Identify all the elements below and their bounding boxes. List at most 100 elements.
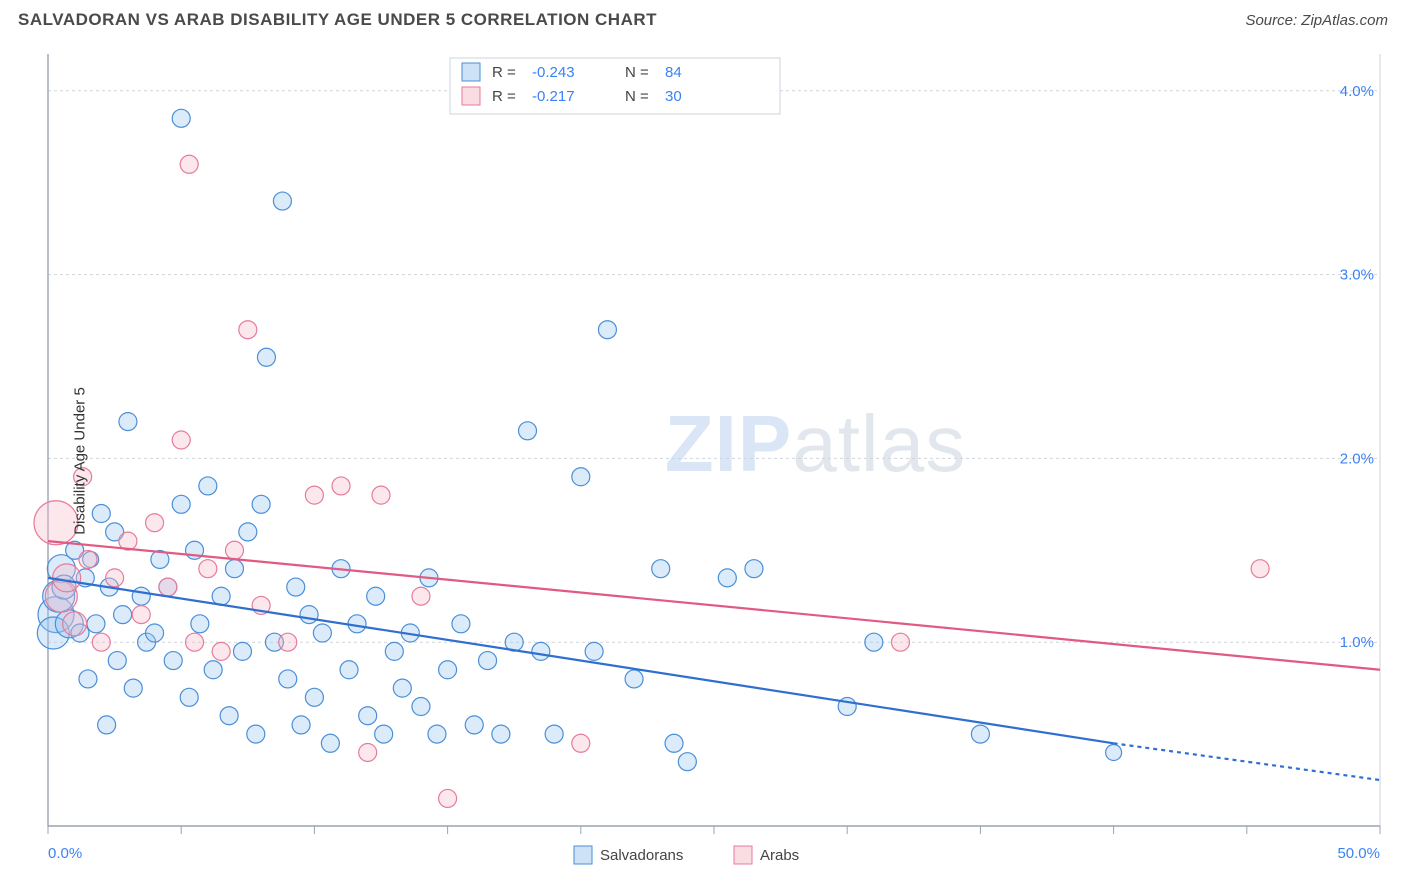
svg-text:30: 30	[665, 88, 682, 105]
data-point	[279, 633, 297, 651]
data-point	[124, 679, 142, 697]
data-point	[321, 734, 339, 752]
data-point	[865, 633, 883, 651]
svg-text:N =: N =	[625, 64, 649, 81]
scatter-chart: 0.0%50.0%1.0%2.0%3.0%4.0%R =-0.243N =84R…	[0, 36, 1406, 886]
data-point	[186, 633, 204, 651]
data-point	[106, 569, 124, 587]
data-point	[63, 612, 87, 636]
data-point	[439, 661, 457, 679]
data-point	[359, 743, 377, 761]
data-point	[572, 468, 590, 486]
data-point	[132, 606, 150, 624]
data-point	[545, 725, 563, 743]
data-point	[225, 541, 243, 559]
legend-swatch	[734, 846, 752, 864]
data-point	[1106, 744, 1122, 760]
data-point	[92, 505, 110, 523]
data-point	[412, 698, 430, 716]
data-point	[257, 348, 275, 366]
svg-text:1.0%: 1.0%	[1340, 634, 1374, 651]
y-axis-label: Disability Age Under 5	[71, 387, 88, 535]
data-point	[745, 560, 763, 578]
data-point	[393, 679, 411, 697]
svg-text:R =: R =	[492, 64, 516, 81]
data-point	[359, 707, 377, 725]
trend-line-extrapolated	[1114, 743, 1380, 780]
data-point	[252, 495, 270, 513]
source-label: Source: ZipAtlas.com	[1245, 12, 1388, 29]
data-point	[239, 321, 257, 339]
data-point	[598, 321, 616, 339]
data-point	[412, 587, 430, 605]
legend-label: Salvadorans	[600, 847, 683, 864]
data-point	[239, 523, 257, 541]
data-point	[119, 413, 137, 431]
data-point	[678, 753, 696, 771]
data-point	[108, 652, 126, 670]
data-point	[305, 486, 323, 504]
data-point	[199, 477, 217, 495]
data-point	[372, 486, 390, 504]
data-point	[519, 422, 537, 440]
data-point	[332, 477, 350, 495]
data-point	[273, 192, 291, 210]
data-point	[180, 688, 198, 706]
data-point	[146, 514, 164, 532]
trend-line	[48, 578, 1114, 743]
chart-container: Disability Age Under 5 ZIPatlas 0.0%50.0…	[0, 36, 1406, 886]
data-point	[585, 642, 603, 660]
data-point	[279, 670, 297, 688]
data-point	[172, 431, 190, 449]
data-point	[479, 652, 497, 670]
data-point	[292, 716, 310, 734]
data-point	[159, 578, 177, 596]
data-point	[79, 550, 97, 568]
data-point	[225, 560, 243, 578]
svg-text:0.0%: 0.0%	[48, 845, 82, 862]
data-point	[146, 624, 164, 642]
svg-text:N =: N =	[625, 88, 649, 105]
data-point	[87, 615, 105, 633]
data-point	[891, 633, 909, 651]
data-point	[212, 642, 230, 660]
data-point	[191, 615, 209, 633]
data-point	[1251, 560, 1269, 578]
svg-text:2.0%: 2.0%	[1340, 450, 1374, 467]
data-point	[428, 725, 446, 743]
data-point	[305, 688, 323, 706]
legend-swatch	[574, 846, 592, 864]
data-point	[172, 109, 190, 127]
data-point	[625, 670, 643, 688]
data-point	[492, 725, 510, 743]
data-point	[164, 652, 182, 670]
legend-swatch	[462, 87, 480, 105]
data-point	[652, 560, 670, 578]
data-point	[367, 587, 385, 605]
data-point	[220, 707, 238, 725]
data-point	[212, 587, 230, 605]
svg-text:R =: R =	[492, 88, 516, 105]
data-point	[199, 560, 217, 578]
data-point	[79, 670, 97, 688]
data-point	[532, 642, 550, 660]
svg-text:4.0%: 4.0%	[1340, 83, 1374, 100]
svg-text:3.0%: 3.0%	[1340, 267, 1374, 284]
svg-text:-0.217: -0.217	[532, 88, 575, 105]
data-point	[340, 661, 358, 679]
data-point	[114, 606, 132, 624]
data-point	[53, 564, 81, 592]
data-point	[375, 725, 393, 743]
data-point	[204, 661, 222, 679]
data-point	[385, 642, 403, 660]
svg-text:50.0%: 50.0%	[1337, 845, 1380, 862]
data-point	[180, 155, 198, 173]
data-point	[300, 606, 318, 624]
data-point	[92, 633, 110, 651]
svg-text:-0.243: -0.243	[532, 64, 575, 81]
data-point	[247, 725, 265, 743]
data-point	[132, 587, 150, 605]
data-point	[287, 578, 305, 596]
legend-label: Arabs	[760, 847, 799, 864]
data-point	[465, 716, 483, 734]
